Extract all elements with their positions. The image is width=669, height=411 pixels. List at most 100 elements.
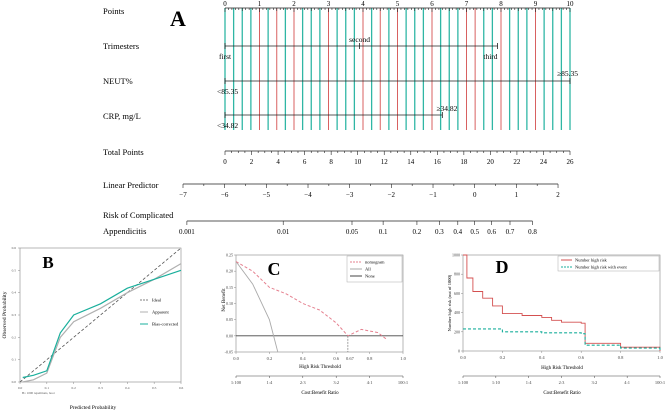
- legend-label-bias-corrected: Bias-corrected: [152, 322, 179, 327]
- total-points-tick-label: 0: [223, 158, 227, 166]
- series-nomogram: [235, 261, 387, 340]
- total-points-tick-label: 12: [381, 158, 389, 166]
- impact-cost-benefit-tick-label: 1:10: [492, 380, 501, 385]
- panel-a-nomogram: Points Trimesters NEUT% CRP, mg/L Total Poin…: [103, 0, 578, 236]
- impact-y-tick-label: 0: [458, 349, 460, 354]
- series-apparent: [22, 263, 182, 383]
- legend-label-number-high-risk-with-event: Number high risk with event: [575, 265, 627, 270]
- legend-label-nomogram: nomogram: [365, 260, 385, 265]
- total-points-tick-label: 24: [540, 158, 548, 166]
- linear-predictor-tick-label: −7: [179, 191, 187, 199]
- points-tick-label: 5: [396, 0, 400, 8]
- impact-x-tick-label: 1.0: [657, 355, 663, 360]
- impact-x-tick-label: 0.4: [539, 355, 545, 360]
- decision-x-tick-label: 0.6: [333, 356, 339, 361]
- decision-x-tick-label: 0.0: [233, 356, 239, 361]
- crp-level-high: ≥34.82: [436, 104, 457, 113]
- decision-cost-benefit-tick-label: 2:3: [300, 380, 307, 385]
- risk-tick-label: 0.5: [470, 228, 479, 236]
- impact-x-tick-label: 0.2: [500, 355, 506, 360]
- calibration-x-label: Predicted Probability: [70, 405, 117, 411]
- panel-d-clinical-impact: 0.0 0.2 0.4 0.6 0.8 1.0 0 200 400 600 800 1000 Numbe…: [447, 253, 665, 397]
- row-label-risk-line2: Appendicitis: [103, 226, 146, 236]
- calibration-y-tick-label: 0.2: [12, 335, 17, 339]
- impact-cost-benefit-tick-label: 1:4: [526, 380, 533, 385]
- decision-cost-benefit-tick-label: 3:2: [333, 380, 339, 385]
- calibration-footnote: B= 1000 repetitions, boot: [22, 391, 55, 396]
- series-number-high-risk-with-event: [463, 328, 661, 351]
- calibration-x-tick-label: 0.0: [18, 386, 23, 390]
- points-tick-label: 8: [499, 0, 503, 8]
- row-label-total-points: Total Points: [103, 147, 144, 157]
- calibration-y-tick-label: 0.3: [12, 313, 17, 317]
- series-bias-corrected: [22, 269, 182, 379]
- impact-y-label: Number high risk (out of 1000): [447, 274, 452, 331]
- legend-label-all: All: [365, 267, 372, 272]
- points-tick-label: 9: [534, 0, 538, 8]
- calibration-x-tick-label: 0.2: [71, 386, 76, 390]
- calibration-x-tick-label: 0.5: [152, 386, 157, 390]
- guide-lines: [224, 8, 571, 130]
- calibration-y-tick-label: 0.4: [12, 291, 17, 295]
- total-points-tick-label: 4: [276, 158, 280, 166]
- points-tick-label: 2: [292, 0, 296, 8]
- risk-tick-label: 0.6: [487, 228, 496, 236]
- points-tick-label: 10: [567, 0, 575, 8]
- risk-tick-label: 0.4: [453, 228, 462, 236]
- impact-y-tick-label: 1000: [452, 253, 460, 258]
- linear-predictor-tick-label: 2: [556, 191, 560, 199]
- decision-cost-benefit-tick-label: 1:100: [231, 380, 242, 385]
- points-tick-label: 0: [223, 0, 227, 8]
- impact-x-tick-label: 0.6: [578, 355, 584, 360]
- row-label-trimesters: Trimesters: [103, 41, 139, 51]
- decision-x-tick-label: 0.8: [367, 356, 373, 361]
- decision-y-tick-label: 0.00: [226, 333, 233, 338]
- decision-y-tick-label: 0.05: [226, 317, 233, 322]
- linear-predictor-tick-label: 0: [473, 191, 477, 199]
- points-tick-label: 6: [430, 0, 434, 8]
- impact-cost-benefit-tick-label: 3:2: [591, 380, 597, 385]
- total-points-tick-label: 14: [407, 158, 415, 166]
- linear-predictor-tick-label: −1: [429, 191, 437, 199]
- calibration-x-tick-label: 0.6: [179, 386, 184, 390]
- risk-tick-label: 0.1: [379, 228, 388, 236]
- decision-y-tick-label: 0.20: [226, 269, 233, 274]
- trimesters-level-second: second: [349, 35, 370, 44]
- impact-cost-benefit-tick-label: 4:1: [624, 380, 630, 385]
- total-points-tick-label: 20: [487, 158, 495, 166]
- impact-x-label: High Risk Threshold: [541, 366, 583, 371]
- impact-legend: Number high risk Number high risk with ev…: [557, 255, 660, 272]
- panel-label-d: D: [496, 257, 509, 277]
- series-number-high-risk: [463, 254, 661, 351]
- linear-predictor-tick-label: −6: [221, 191, 229, 199]
- total-points-tick-label: 10: [354, 158, 362, 166]
- calibration-x-tick-label: 0.3: [98, 386, 103, 390]
- points-tick-label: 3: [327, 0, 331, 8]
- total-points-tick-label: 22: [513, 158, 521, 166]
- linear-predictor-tick-label: −5: [263, 191, 271, 199]
- decision-x-tick-label: 1.0: [400, 356, 406, 361]
- decision-y-tick-label: 0.15: [226, 285, 233, 290]
- decision-x-label: High Risk Threshold: [299, 365, 341, 370]
- impact-y-tick-label: 400: [454, 310, 460, 315]
- decision-legend: nomogram All None: [346, 255, 403, 283]
- decision-y-tick-label: 0.25: [226, 253, 233, 258]
- points-tick-label: 4: [361, 0, 365, 8]
- decision-y-tick-label: -0.05: [225, 350, 233, 355]
- impact-y-tick-label: 800: [454, 272, 460, 277]
- trimesters-level-first: first: [219, 52, 232, 61]
- decision-cost-benefit-tick-label: 1:4: [267, 380, 274, 385]
- points-tick-label: 7: [465, 0, 469, 8]
- total-points-tick-label: 26: [567, 158, 575, 166]
- legend-label-apparent: Apparent: [152, 310, 169, 315]
- impact-y-tick-label: 200: [454, 329, 460, 334]
- legend-label-ideal: Ideal: [152, 298, 162, 303]
- calibration-y-tick-label: 0.0: [12, 380, 17, 384]
- trimesters-level-third: third: [483, 52, 497, 61]
- impact-legend-box: [557, 255, 660, 272]
- total-points-tick-label: 18: [460, 158, 468, 166]
- calibration-y-tick-label: 0.5: [12, 268, 17, 272]
- legend-label-number-high-risk: Number high risk: [575, 258, 607, 263]
- impact-plot-frame: [462, 254, 661, 352]
